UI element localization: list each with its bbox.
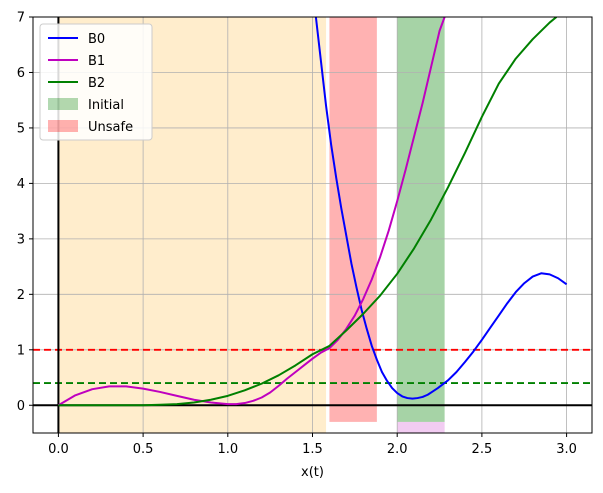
series-line-b1 xyxy=(57,17,446,407)
y-tick-label: 2 xyxy=(17,288,25,303)
x-tick-label: 2.5 xyxy=(472,442,493,457)
legend-label-unsafe: Unsafe xyxy=(88,120,133,135)
x-tick-label: 3.0 xyxy=(556,442,577,457)
ticks-layer: 0.0 0.5 1.0 1.5 2.0 2.5 3.0 0 1 2 3 4 5 6 7 xyxy=(17,11,577,458)
legend-label-b0: B0 xyxy=(88,32,105,47)
y-tick-label: 6 xyxy=(17,66,25,81)
x-tick-label: 0.5 xyxy=(133,442,154,457)
x-tick-label: 1.5 xyxy=(302,442,323,457)
initial-region xyxy=(397,17,445,422)
legend-label-b2: B2 xyxy=(88,76,105,91)
x-axis-label: x(t) xyxy=(301,465,324,480)
initial-region-bottom xyxy=(397,421,445,433)
y-tick-label: 5 xyxy=(17,121,25,136)
y-tick-label: 7 xyxy=(17,11,25,26)
legend-label-initial: Initial xyxy=(88,98,124,113)
series-line-b0 xyxy=(314,17,568,400)
legend-swatch-initial xyxy=(48,98,78,110)
x-tick-label: 2.0 xyxy=(387,442,408,457)
x-tick-label: 0.0 xyxy=(48,442,69,457)
legend-swatch-unsafe xyxy=(48,120,78,132)
legend-label-b1: B1 xyxy=(88,54,105,69)
legend-box xyxy=(39,23,153,141)
x-tick-label: 1.0 xyxy=(217,442,238,457)
y-tick-label: 1 xyxy=(17,343,25,358)
legend: B0 B1 B2 Initial Unsafe xyxy=(39,23,153,141)
unsafe-region xyxy=(329,17,377,422)
y-tick-label: 3 xyxy=(17,232,25,247)
series-layer xyxy=(57,17,568,407)
y-tick-label: 0 xyxy=(17,399,25,414)
series-line-b2 xyxy=(58,17,558,407)
y-tick-label: 4 xyxy=(17,177,25,192)
